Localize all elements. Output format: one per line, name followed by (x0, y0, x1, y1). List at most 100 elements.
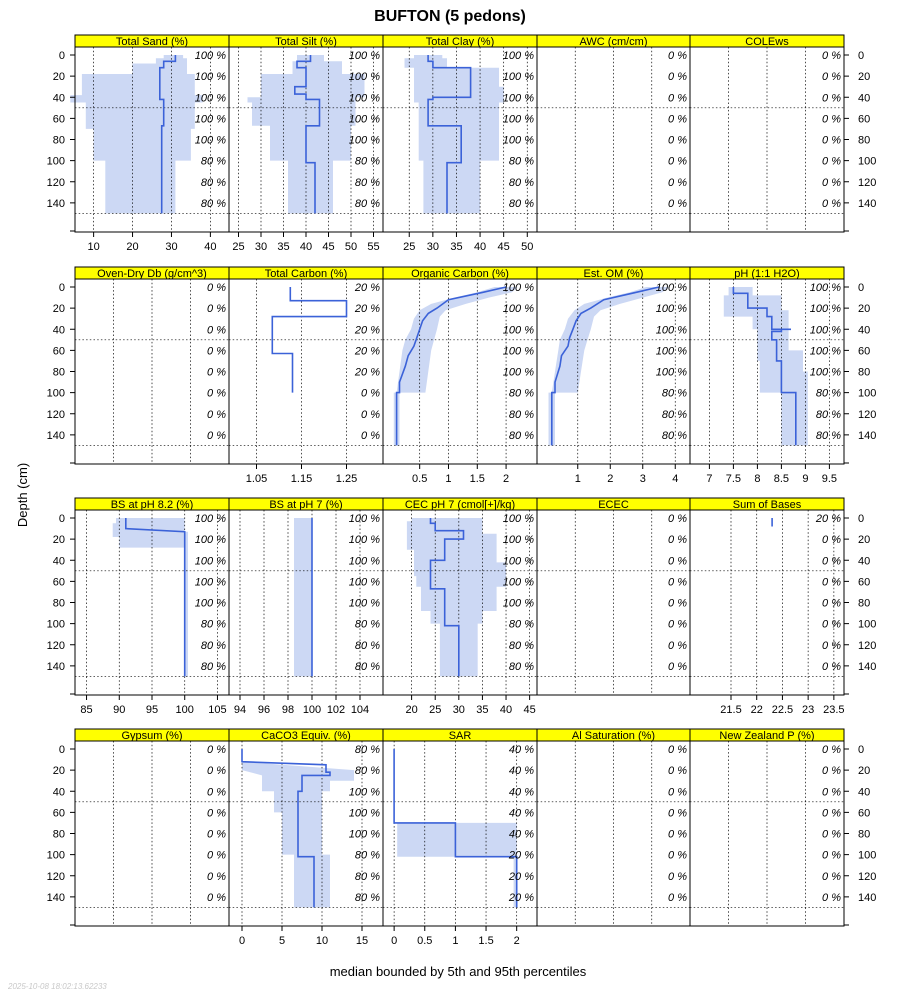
data-coverage-label: 80 % (509, 409, 534, 421)
x-tick-label: 40 (204, 241, 216, 253)
x-tick-label: 5 (279, 935, 285, 947)
data-coverage-label: 0 % (207, 850, 226, 862)
y-tick-label: 40 (53, 324, 65, 336)
y-tick-label: 100 (858, 388, 876, 400)
data-coverage-label: 0 % (207, 829, 226, 841)
x-tick-label: 35 (476, 704, 488, 716)
data-coverage-label: 20 % (815, 513, 841, 525)
panel-strip-label: Gypsum (%) (121, 730, 182, 742)
panels-grid: Total Sand (%)100 %100 %100 %100 %100 %8… (47, 34, 876, 947)
y-tick-label: 0 (858, 744, 864, 756)
data-coverage-label: 0 % (668, 555, 687, 567)
x-tick-label: 0 (391, 935, 397, 947)
x-tick-label: 30 (255, 241, 267, 253)
x-tick-label: 100 (176, 704, 194, 716)
data-coverage-label: 40 % (509, 765, 534, 777)
data-coverage-label: 100 % (349, 555, 380, 567)
data-coverage-label: 80 % (816, 409, 841, 421)
panel-strip-label: Al Saturation (%) (572, 730, 655, 742)
x-tick-label: 45 (498, 241, 510, 253)
x-tick-label: 1 (575, 473, 581, 485)
data-coverage-label: 80 % (201, 198, 226, 210)
panel-7: Organic Carbon (%)100 %100 %100 %100 %10… (382, 266, 538, 485)
panel-8: Est. OM (%) 100 % 100 % 100 % 100 % 100 % 80 %… (536, 266, 691, 485)
data-coverage-label: 0 % (361, 409, 380, 421)
panel-strip-label: CEC pH 7 (cmol[+]/kg) (405, 499, 515, 511)
x-tick-label: 30 (453, 704, 465, 716)
x-tick-label: 102 (327, 704, 345, 716)
data-coverage-label: 100 % (349, 786, 380, 798)
percentile-band (70, 55, 203, 214)
data-coverage-label: 40 % (509, 744, 534, 756)
panel-4: COLEws 0 % 0 % 0 % 0 % 0 % 0 % 0 % 0 % 0 20 40 60 80 1… (689, 34, 876, 233)
panel-5: Oven-Dry Db (g/cm^3)0 %0 %0 %0 %0 %0 %0 … (47, 266, 230, 465)
x-tick-label: 2 (607, 473, 613, 485)
panel-strip-label: Total Sand (%) (116, 36, 188, 48)
data-coverage-label: 100 % (195, 113, 226, 125)
panel-0: Total Sand (%) 100 % 100 % 100 % 100 % 100 % 8… (47, 34, 230, 253)
y-tick-label: 60 (858, 576, 870, 588)
panel-strip-label: Total Carbon (%) (265, 268, 348, 280)
x-tick-label: 0 (239, 935, 245, 947)
y-axis-label: Depth (cm) (15, 463, 30, 527)
data-coverage-label: 100 % (349, 135, 380, 147)
x-tick-label: 23.5 (823, 704, 844, 716)
data-coverage-label: 0 % (668, 576, 687, 588)
panel-strip-label: Est. OM (%) (584, 268, 644, 280)
data-coverage-label: 100 % (656, 282, 687, 294)
data-coverage-label: 0 % (361, 388, 380, 400)
data-coverage-label: 80 % (509, 177, 534, 189)
data-coverage-label: 100 % (195, 50, 226, 62)
data-coverage-label: 0 % (822, 135, 841, 147)
panel-10: BS at pH 8.2 (%)100 %100 %100 %100 %100 … (47, 497, 230, 716)
data-coverage-label: 0 % (822, 807, 841, 819)
data-coverage-label: 80 % (509, 619, 534, 631)
y-tick-label: 140 (47, 198, 65, 210)
panel-strip-label: SAR (449, 730, 472, 742)
y-tick-label: 80 (53, 135, 65, 147)
y-tick-label: 80 (53, 598, 65, 610)
y-tick-label: 0 (858, 50, 864, 62)
x-tick-label: 21.5 (720, 704, 741, 716)
data-coverage-label: 0 % (361, 430, 380, 442)
data-coverage-label: 80 % (201, 156, 226, 168)
data-coverage-label: 0 % (207, 303, 226, 315)
y-tick-label: 120 (47, 640, 65, 652)
x-tick-label: 1.05 (246, 473, 267, 485)
data-coverage-label: 80 % (355, 765, 380, 777)
y-tick-label: 60 (53, 345, 65, 357)
data-coverage-label: 80 % (355, 850, 380, 862)
data-coverage-label: 100 % (656, 367, 687, 379)
percentile-band (294, 518, 312, 677)
data-coverage-label: 100 % (503, 92, 534, 104)
median-line (550, 286, 660, 446)
y-tick-label: 40 (858, 324, 870, 336)
y-tick-label: 120 (858, 871, 876, 883)
x-tick-label: 2 (514, 935, 520, 947)
x-tick-label: 1.25 (336, 473, 357, 485)
median-line (125, 518, 186, 677)
x-tick-label: 96 (258, 704, 270, 716)
data-coverage-label: 100 % (810, 303, 841, 315)
data-coverage-label: 100 % (195, 598, 226, 610)
data-coverage-label: 0 % (668, 113, 687, 125)
data-coverage-label: 100 % (503, 513, 534, 525)
x-tick-label: 105 (208, 704, 226, 716)
x-tick-label: 35 (277, 241, 289, 253)
x-tick-label: 20 (405, 704, 417, 716)
data-coverage-label: 100 % (810, 345, 841, 357)
data-coverage-label: 0 % (207, 409, 226, 421)
panel-1: Total Silt (%) 100 % 100 % 100 % 100 % 100 % 8… (228, 34, 384, 253)
data-coverage-label: 100 % (810, 324, 841, 336)
data-coverage-label: 100 % (349, 829, 380, 841)
y-tick-label: 100 (858, 156, 876, 168)
panel-strip-label: Organic Carbon (%) (411, 268, 509, 280)
data-coverage-label: 100 % (349, 50, 380, 62)
panel-9: pH (1:1 H2O) 100 % 100 % 100 % 100 % 100 % 80 … (689, 266, 876, 485)
x-tick-label: 25 (403, 241, 415, 253)
data-coverage-label: 0 % (207, 786, 226, 798)
y-tick-label: 20 (858, 71, 870, 83)
panel-6: Total Carbon (%) 20 % 20 % 20 % 20 % 20 % 0 % 0… (228, 266, 384, 485)
x-tick-label: 40 (300, 241, 312, 253)
y-tick-label: 100 (47, 388, 65, 400)
